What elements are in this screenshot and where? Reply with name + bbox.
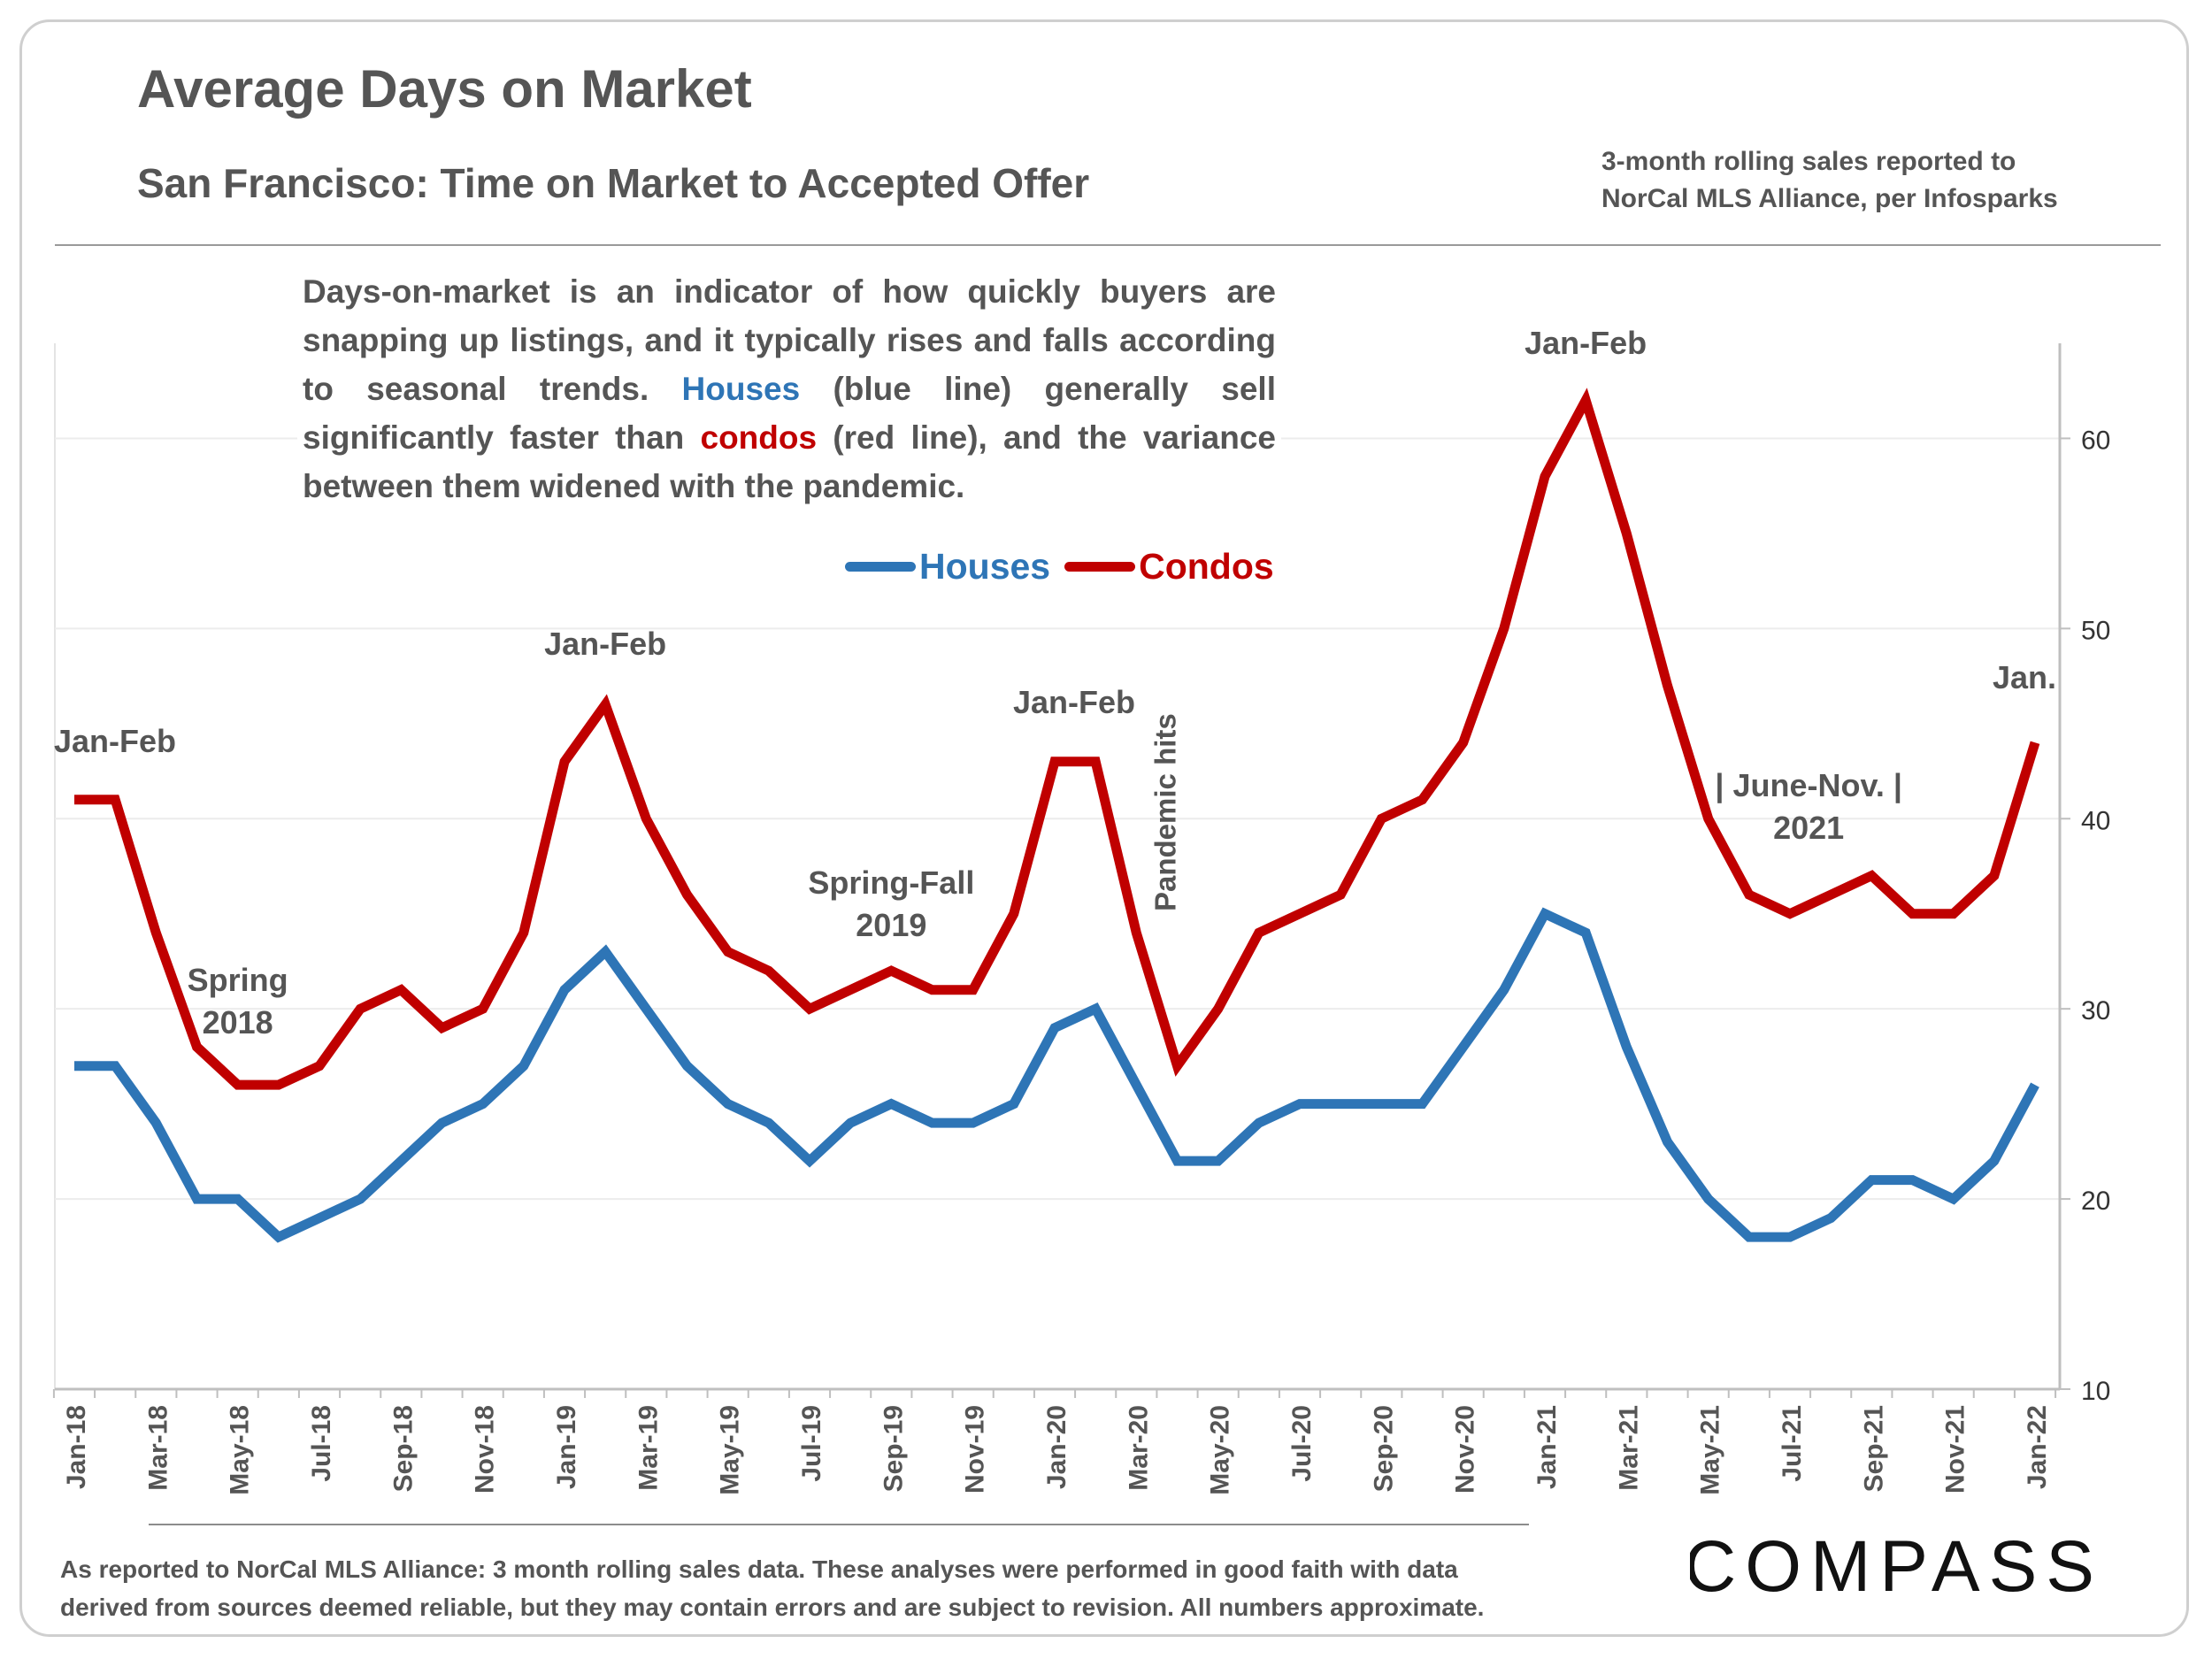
footnote-line-1: As reported to NorCal MLS Alliance: 3 mo… — [60, 1555, 1458, 1583]
chart-legend: Houses Condos — [845, 540, 1288, 593]
description-houses-word: Houses — [681, 371, 801, 407]
axes: 10 20 30 40 50 60 Jan-18 Mar-18 May-18 Jul-18 Sep-… — [52, 343, 2110, 1525]
description-part-1: Days-on-market is an indicator of how qu… — [303, 273, 1276, 407]
series-line-houses — [74, 907, 2039, 1243]
annotation-5: 2019 — [856, 907, 926, 943]
annotation-3: Jan-Feb — [544, 626, 666, 662]
x-tick-label-Jan-19: Jan-19 — [552, 1405, 581, 1489]
card-frame — [19, 19, 2189, 1637]
y-tick-label-50: 50 — [2081, 616, 2110, 645]
x-tick-label-Sep-20: Sep-20 — [1369, 1405, 1398, 1492]
description-part-3: (red line), and the variance between the… — [303, 419, 1276, 504]
y-tick-label-10: 10 — [2081, 1377, 2110, 1406]
header-divider — [55, 244, 2161, 246]
description-text: Days-on-market is an indicator of how qu… — [297, 267, 1281, 511]
x-tick-label-Jul-21: Jul-21 — [1778, 1405, 1807, 1482]
annotation-8: Jan-Feb — [1525, 325, 1647, 361]
annotation-4: Spring-Fall — [808, 864, 974, 901]
x-tick-label-Jan-22: Jan-22 — [2023, 1405, 2052, 1489]
footnote: As reported to NorCal MLS Alliance: 3 mo… — [60, 1550, 1653, 1626]
annotation-6: Jan-Feb — [1013, 684, 1135, 720]
annotation-11: Jan. — [1993, 659, 2056, 695]
x-tick-label-Mar-21: Mar-21 — [1614, 1405, 1643, 1491]
series-lines — [74, 388, 2040, 1243]
compass-logo-text: COMPASS — [1690, 1526, 2097, 1605]
x-tick-label-Jul-18: Jul-18 — [307, 1405, 336, 1482]
annotations: Jan-Feb Spring 2018 Jan-Feb Spring-Fall 2019 J… — [54, 325, 2056, 1041]
y-tick-label-40: 40 — [2081, 806, 2110, 835]
x-tick-label-Jul-19: Jul-19 — [797, 1405, 826, 1482]
x-tick-label-Mar-18: Mar-18 — [143, 1405, 173, 1491]
annotation-10: 2021 — [1773, 810, 1844, 846]
compass-logo: COMPASS — [1690, 1526, 2097, 1605]
x-tick-label-Sep-18: Sep-18 — [388, 1405, 418, 1492]
x-tick-label-May-21: May-21 — [1696, 1405, 1725, 1495]
y-tick-label-30: 30 — [2081, 996, 2110, 1025]
x-tick-label-Jan-18: Jan-18 — [62, 1405, 91, 1489]
chart-title: Average Days on Market — [137, 59, 752, 119]
source-note: 3-month rolling sales reported to NorCal… — [1601, 143, 2058, 218]
description-condos-word: condos — [700, 419, 818, 456]
annotation-2: 2018 — [203, 1004, 273, 1041]
annotation-7: Pandemic hits — [1149, 713, 1182, 911]
description-part-2: (blue line) generally sell significantly… — [303, 371, 1276, 456]
legend-swatch-condos — [1064, 561, 1136, 572]
x-tick-label-Jan-20: Jan-20 — [1042, 1405, 1071, 1489]
x-tick-label-Nov-19: Nov-19 — [961, 1405, 990, 1494]
source-line-2: NorCal MLS Alliance, per Infosparks — [1601, 184, 2058, 213]
legend-item-houses: Houses — [845, 546, 1050, 588]
chart-subtitle: San Francisco: Time on Market to Accepte… — [137, 160, 1090, 206]
source-line-1: 3-month rolling sales reported to — [1601, 147, 2016, 176]
x-tick-label-Nov-20: Nov-20 — [1451, 1405, 1480, 1494]
x-tick-label-Nov-18: Nov-18 — [471, 1405, 500, 1494]
x-tick-label-Mar-20: Mar-20 — [1124, 1405, 1153, 1491]
annotation-9: | June-Nov. | — [1715, 767, 1902, 804]
series-line-condos — [74, 388, 2040, 1090]
legend-swatch-houses — [845, 561, 916, 572]
annotation-1: Spring — [188, 962, 288, 998]
legend-label-houses: Houses — [919, 545, 1051, 587]
x-tick-label-Sep-21: Sep-21 — [1859, 1405, 1888, 1492]
x-tick-label-Mar-19: Mar-19 — [634, 1405, 663, 1491]
annotation-0: Jan-Feb — [54, 723, 176, 759]
x-tick-label-Jan-21: Jan-21 — [1532, 1405, 1562, 1489]
x-tick-label-May-20: May-20 — [1206, 1405, 1235, 1495]
x-tick-label-Jul-20: Jul-20 — [1287, 1405, 1317, 1482]
legend-label-condos: Condos — [1139, 545, 1274, 587]
x-tick-label-May-19: May-19 — [716, 1405, 745, 1495]
x-tick-label-Nov-21: Nov-21 — [1941, 1405, 1970, 1494]
legend-item-condos: Condos — [1064, 546, 1274, 588]
x-tick-label-Sep-19: Sep-19 — [879, 1405, 908, 1492]
x-tick-label-May-18: May-18 — [226, 1405, 255, 1495]
y-tick-label-20: 20 — [2081, 1187, 2110, 1216]
footnote-line-2: derived from sources deemed reliable, bu… — [60, 1594, 1485, 1621]
y-tick-label-60: 60 — [2081, 426, 2110, 455]
